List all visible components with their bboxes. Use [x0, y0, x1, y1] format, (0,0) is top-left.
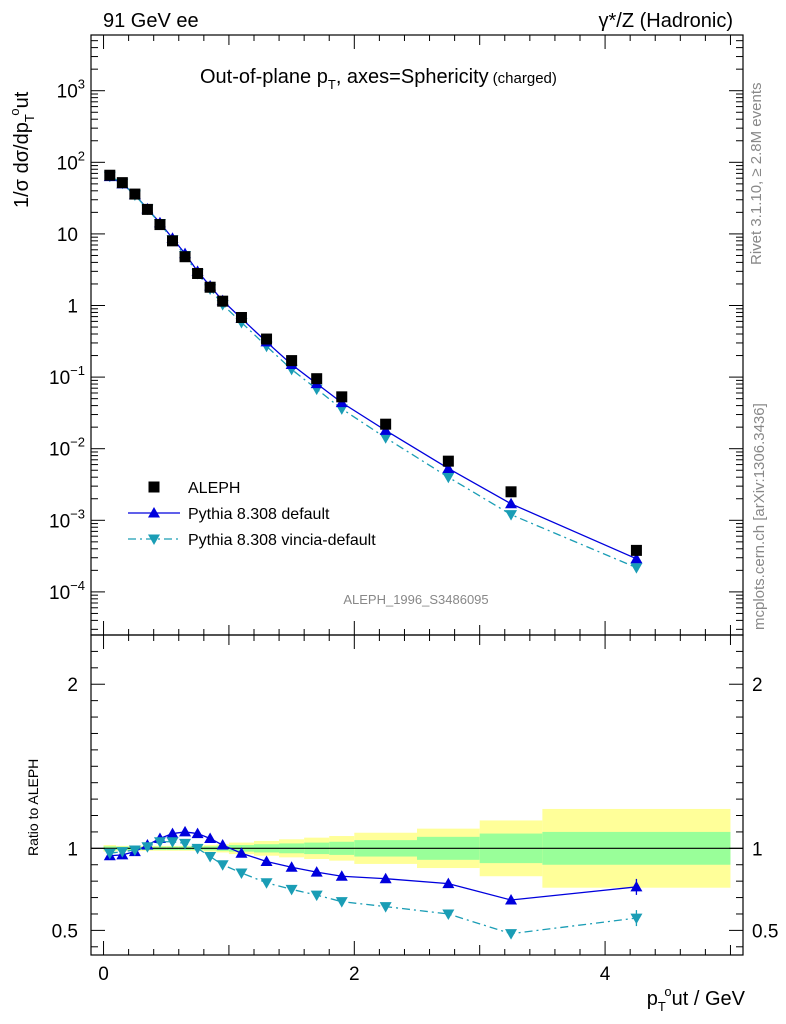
- ratio-y-tick-label: 2: [67, 675, 78, 696]
- data-point-triangle-down: [116, 847, 129, 858]
- ratio-ylabel: Ratio to ALEPH: [25, 759, 41, 856]
- data-point-triangle-up: [148, 507, 160, 518]
- ratio-y-tick-label: 1: [67, 839, 78, 860]
- legend-label: ALEPH: [188, 480, 240, 497]
- data-point-square: [148, 481, 160, 493]
- ratio-x-tick-label: 2: [349, 964, 360, 985]
- data-point-triangle-up: [260, 855, 273, 866]
- data-point-triangle-down: [166, 837, 179, 848]
- data-point-square: [129, 188, 141, 200]
- ratio-y-tick-label: 0.5: [52, 921, 78, 942]
- data-point-triangle-up: [179, 825, 192, 837]
- data-point-triangle-down: [505, 929, 518, 940]
- data-point-triangle-up: [505, 497, 518, 509]
- ratio-frame: [90, 634, 744, 956]
- data-point-triangle-down: [335, 897, 348, 908]
- data-point-triangle-up: [630, 552, 643, 564]
- data-point-triangle-down: [379, 433, 392, 444]
- data-point-triangle-up: [442, 462, 455, 473]
- data-point-square: [380, 418, 392, 430]
- data-point-square: [442, 455, 454, 467]
- rivet-label: Rivet 3.1.10, ≥ 2.8M events: [748, 83, 765, 266]
- data-point-square: [154, 219, 166, 231]
- data-point-triangle-up: [285, 861, 298, 872]
- data-point-triangle-down: [148, 534, 160, 545]
- data-point-triangle-up: [216, 839, 229, 850]
- ratio-y-tick-label-right: 0.5: [752, 921, 778, 942]
- main-ylabel: 1/σ dσ/dpTout: [7, 91, 37, 208]
- data-point-square: [116, 177, 128, 189]
- data-point-triangle-down: [191, 843, 204, 855]
- data-point-triangle-down: [260, 878, 273, 889]
- data-point-square: [192, 267, 204, 279]
- data-point-triangle-down: [216, 860, 229, 871]
- data-point-triangle-down: [153, 837, 166, 848]
- data-point-triangle-down: [128, 845, 141, 856]
- data-point-triangle-down: [204, 852, 217, 863]
- data-point-square: [167, 235, 178, 247]
- legend: ALEPH Pythia 8.308 default Pythia 8.308 vi…: [128, 480, 376, 549]
- data-point-triangle-up: [505, 894, 518, 905]
- legend-label: Pythia 8.308 vincia-default: [188, 532, 376, 549]
- y-tick-label: 10−1: [49, 363, 85, 389]
- series-line-pythia-8-308-default: [109, 176, 637, 560]
- main-title: Out-of-plane pT, axes=Sphericity (charged…: [200, 66, 557, 92]
- data-point-triangle-up: [235, 847, 248, 858]
- data-point-triangle-down: [505, 510, 518, 521]
- y-tick-label: 10−3: [49, 506, 85, 532]
- data-point-square: [286, 355, 298, 367]
- data-point-triangle-down: [630, 563, 643, 574]
- data-point-square: [336, 391, 348, 403]
- data-point-square: [630, 544, 642, 556]
- y-tick-label: 10−4: [49, 578, 85, 604]
- legend-label: Pythia 8.308 default: [188, 506, 330, 523]
- data-point-triangle-down: [179, 838, 192, 850]
- y-tick-label: 102: [57, 148, 85, 174]
- ratio-x-tick-label: 0: [98, 964, 109, 985]
- data-point-triangle-down: [235, 868, 248, 879]
- data-point-triangle-up: [310, 866, 323, 877]
- ratio-y-tick-label-right: 1: [752, 839, 763, 860]
- mcplots-label: mcplots.cern.ch [arXiv:1306.3436]: [751, 403, 768, 630]
- y-tick-label: 1: [67, 297, 78, 318]
- data-point-triangle-down: [141, 842, 154, 853]
- ratio-x-tick-label: 4: [600, 964, 611, 985]
- data-point-triangle-up: [379, 872, 392, 884]
- data-point-square: [235, 311, 247, 323]
- data-point-triangle-down: [442, 909, 455, 920]
- data-point-triangle-up: [204, 832, 217, 843]
- data-point-triangle-down: [310, 890, 323, 902]
- data-point-square: [217, 295, 229, 307]
- data-point-square: [311, 373, 323, 385]
- y-tick-label: 10: [57, 225, 78, 246]
- title-suffix: (charged): [493, 70, 557, 87]
- data-point-square: [204, 281, 216, 293]
- ratio-xlabel: pTout / GeV: [647, 984, 746, 1014]
- watermark: ALEPH_1996_S3486095: [343, 592, 488, 607]
- y-tick-label: 103: [57, 77, 85, 103]
- ratio-plot: 0.5 0.5 1 1 2 2 0 2 4 Ratio to ALEPH pTout / GeV: [25, 634, 778, 1014]
- data-point-triangle-up: [335, 870, 348, 881]
- header-left: 91 GeV ee: [103, 10, 199, 32]
- data-point-triangle-up: [442, 877, 455, 889]
- data-point-triangle-down: [285, 884, 298, 896]
- data-point-square: [505, 486, 517, 498]
- main-plot: 10−4 10−3 10−2 10−1 1 10 102 103 Out-of-plane p…: [7, 34, 744, 636]
- data-point-square: [179, 251, 191, 263]
- data-point-square: [261, 333, 273, 345]
- data-point-triangle-down: [442, 472, 455, 484]
- data-point-triangle-up: [191, 827, 204, 839]
- data-point-triangle-up: [166, 827, 179, 839]
- data-point-triangle-down: [103, 848, 116, 860]
- y-tick-label: 10−2: [49, 435, 85, 461]
- data-point-triangle-down: [379, 902, 392, 913]
- data-point-square: [141, 203, 153, 215]
- data-point-square: [104, 169, 116, 181]
- ratio-y-tick-label-right: 2: [752, 675, 763, 696]
- header-right: γ*/Z (Hadronic): [599, 10, 733, 32]
